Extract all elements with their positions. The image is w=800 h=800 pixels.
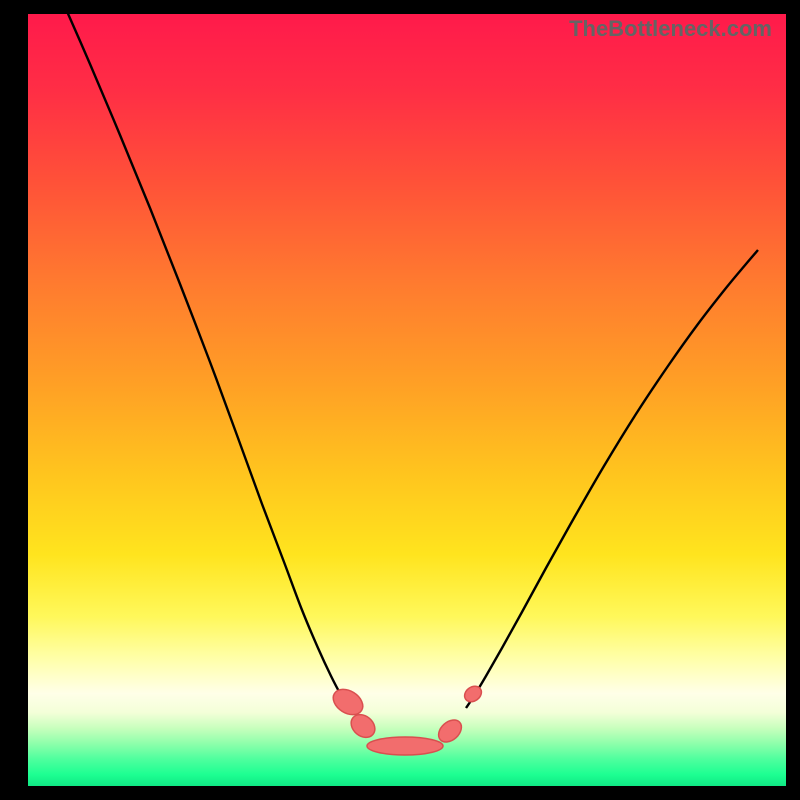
bottleneck-curve-left	[62, 0, 350, 709]
chart-overlay-svg	[28, 14, 786, 786]
bottleneck-marker-bar	[367, 737, 443, 755]
bottleneck-curve-right	[466, 250, 758, 708]
bottleneck-marker-group	[329, 683, 485, 755]
plot-area: TheBottleneck.com	[28, 14, 786, 786]
watermark-label: TheBottleneck.com	[569, 16, 772, 42]
